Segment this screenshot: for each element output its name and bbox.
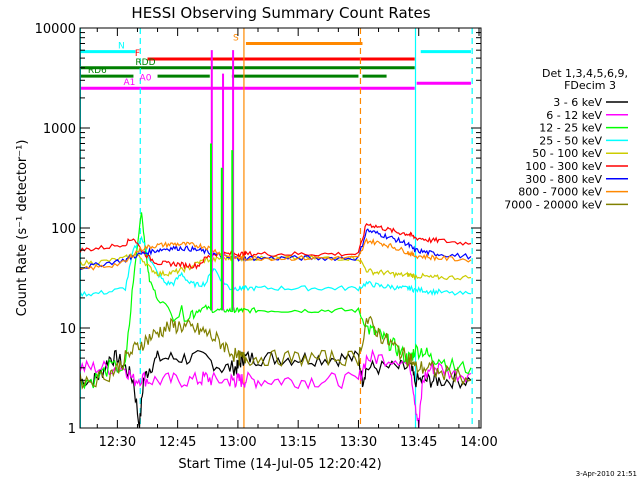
footer-date: 3-Apr-2010 21:51 (576, 470, 637, 478)
x-tick-label: 13:30 (340, 435, 377, 450)
legend-label: 3 - 6 keV (553, 96, 602, 109)
x-axis: 12:30 12:45 13:00 13:15 13:30 13:45 14:00 (96, 28, 498, 450)
flag-label: S (233, 33, 239, 43)
y-axis: 1 10 100 1000 10000 (35, 22, 481, 437)
flag-label: RDD (135, 58, 155, 68)
series-line-3 (80, 235, 472, 298)
legend-label: 25 - 50 keV (539, 134, 602, 147)
flag-bars (80, 41, 471, 90)
series-line-8 (80, 315, 472, 390)
series-line-2 (80, 212, 472, 390)
legend-label: 800 - 7000 keV (518, 186, 602, 199)
series-line-1 (80, 348, 472, 428)
legend-label: 50 - 100 keV (532, 147, 602, 160)
legend-label: 300 - 800 keV (525, 173, 602, 186)
y-tick-label: 1000 (43, 122, 76, 137)
flag-label: F (135, 49, 140, 59)
x-axis-label: Start Time (14-Jul-05 12:20:42) (178, 457, 381, 472)
legend-header: FDecim 3 (564, 79, 616, 92)
y-tick-label: 10 (59, 322, 76, 337)
flag-label: A0 (140, 73, 152, 83)
y-tick-label: 10000 (35, 22, 76, 37)
y-axis-label: Count Rate (s⁻¹ detector⁻¹) (15, 140, 30, 317)
legend-label: 12 - 25 keV (539, 122, 602, 135)
legend-label: 7000 - 20000 keV (504, 198, 602, 211)
flag-label: N (118, 42, 125, 52)
legend-label: 100 - 300 keV (525, 160, 602, 173)
chart-title: HESSI Observing Summary Count Rates (131, 4, 430, 22)
y-tick-label: 1 (68, 422, 76, 437)
series-line-4 (80, 253, 472, 281)
flag-label: A1 (123, 78, 135, 88)
legend-label: 6 - 12 keV (546, 109, 602, 122)
x-tick-label: 14:00 (460, 435, 497, 450)
series-line-5 (80, 223, 472, 270)
x-tick-label: 13:00 (219, 435, 256, 450)
x-tick-label: 12:45 (159, 435, 196, 450)
x-tick-label: 12:30 (99, 435, 136, 450)
legend-header: Det 1,3,4,5,6,9, (542, 67, 628, 80)
flag-label: RD6 (88, 66, 107, 76)
series-line-7 (80, 237, 472, 271)
x-tick-label: 13:45 (400, 435, 437, 450)
y-tick-label: 100 (51, 222, 76, 237)
x-tick-label: 13:15 (279, 435, 316, 450)
data-series (80, 50, 472, 428)
